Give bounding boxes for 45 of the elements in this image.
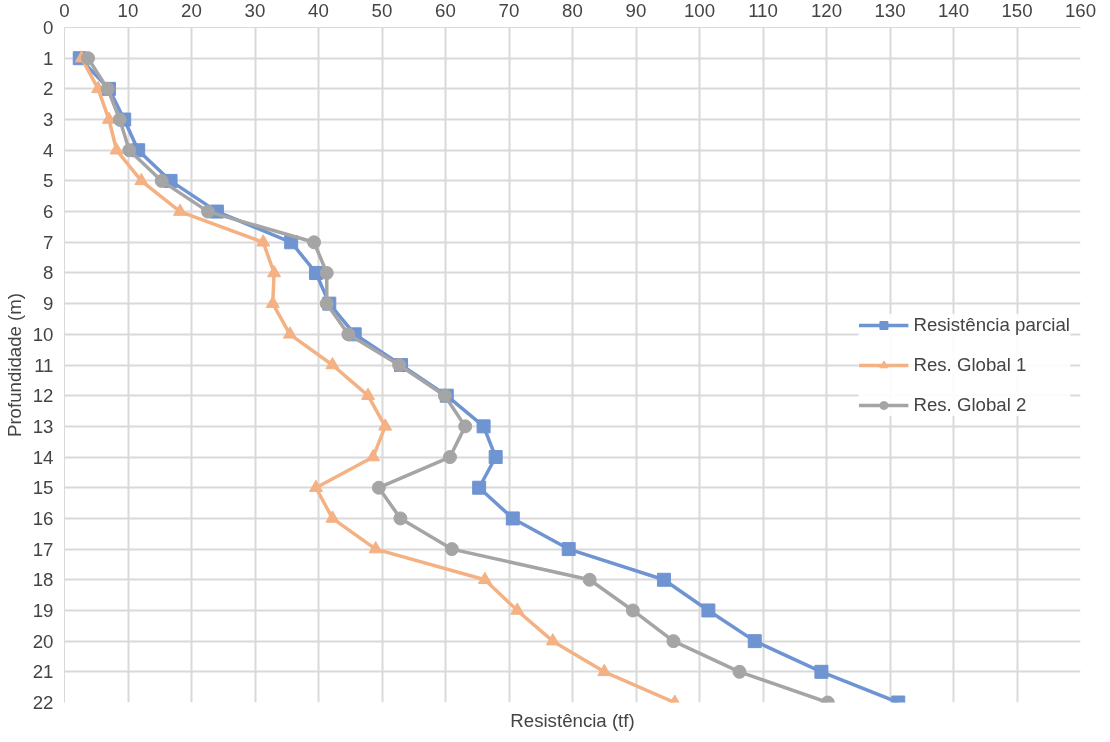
x-tick-label: 120 (810, 0, 843, 21)
x-tick-label: 90 (625, 0, 647, 21)
legend-label: Resistência parcial (913, 313, 1070, 336)
y-tick-label: 22 (32, 692, 54, 713)
x-tick-label: 110 (748, 0, 778, 21)
y-tick-label: 6 (43, 201, 54, 223)
x-tick-label: 40 (308, 0, 329, 21)
y-tick-label: 2 (43, 78, 54, 100)
x-tick-label: 140 (937, 0, 970, 21)
y-tick-label: 3 (43, 109, 54, 131)
y-tick-label: 7 (43, 231, 54, 253)
y-tick-label: 14 (32, 446, 54, 468)
y-tick-label: 0 (43, 17, 54, 38)
y-tick-label: 15 (32, 477, 54, 499)
x-tick-label: 70 (498, 0, 520, 21)
x-tick-label: 130 (874, 0, 906, 21)
x-tick-label: 10 (117, 0, 139, 21)
y-tick-label: 12 (32, 385, 54, 407)
y-tick-label: 10 (32, 323, 54, 345)
y-tick-label: 20 (32, 630, 54, 652)
x-tick-label: 80 (562, 0, 583, 21)
y-tick-label: 11 (34, 354, 54, 376)
x-tick-label: 20 (181, 0, 202, 21)
y-tick-label: 18 (32, 569, 54, 591)
y-axis-title: Profundidade (m) (3, 292, 25, 438)
x-axis-title: Resistência (tf) (510, 709, 635, 731)
y-tick-label: 5 (43, 170, 54, 192)
y-tick-label: 21 (32, 661, 54, 683)
y-tick-label: 19 (32, 599, 54, 621)
x-tick-label: 0 (59, 0, 70, 21)
y-tick-label: 13 (32, 415, 54, 437)
x-tick-label: 30 (244, 0, 266, 21)
y-tick-label: 9 (43, 293, 54, 315)
x-tick-label: 150 (1001, 0, 1033, 21)
y-tick-label: 1 (43, 47, 54, 69)
y-tick-label: 8 (43, 262, 54, 284)
x-tick-label: 50 (371, 0, 393, 21)
y-tick-label: 4 (43, 139, 54, 161)
x-tick-label: 60 (435, 0, 456, 21)
y-tick-label: 16 (32, 507, 54, 529)
legend-label: Res. Global 2 (913, 393, 1027, 416)
y-tick-label: 17 (32, 538, 54, 560)
legend-label: Res. Global 1 (913, 353, 1027, 376)
x-tick-label: 100 (683, 0, 716, 21)
x-tick-label: 160 (1064, 0, 1097, 21)
